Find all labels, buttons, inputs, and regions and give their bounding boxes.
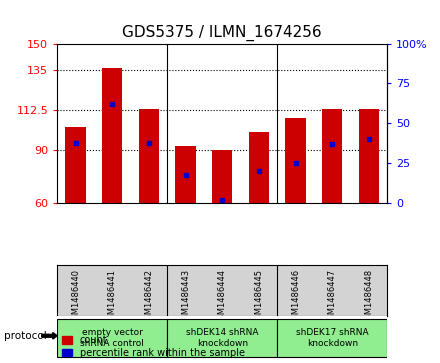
Bar xyxy=(102,68,122,203)
Text: protocol: protocol xyxy=(4,331,47,341)
Bar xyxy=(359,109,379,203)
Text: GSM1486446: GSM1486446 xyxy=(291,269,300,325)
Bar xyxy=(167,319,277,357)
Text: GSM1486443: GSM1486443 xyxy=(181,269,190,325)
Text: GSM1486444: GSM1486444 xyxy=(218,269,227,325)
Text: shDEK14 shRNA
knockdown: shDEK14 shRNA knockdown xyxy=(186,327,258,348)
Text: GSM1486448: GSM1486448 xyxy=(364,269,374,325)
Title: GDS5375 / ILMN_1674256: GDS5375 / ILMN_1674256 xyxy=(122,25,322,41)
Bar xyxy=(277,319,387,357)
Legend: count, percentile rank within the sample: count, percentile rank within the sample xyxy=(62,335,245,358)
Bar xyxy=(57,319,167,357)
Bar xyxy=(212,150,232,203)
Bar xyxy=(139,109,159,203)
Text: empty vector
shRNA control: empty vector shRNA control xyxy=(80,327,144,348)
Text: GSM1486440: GSM1486440 xyxy=(71,269,80,325)
Text: shDEK17 shRNA
knockdown: shDEK17 shRNA knockdown xyxy=(296,327,369,348)
Bar xyxy=(286,118,306,203)
Bar xyxy=(66,127,86,203)
Text: GSM1486442: GSM1486442 xyxy=(144,269,154,325)
Text: GSM1486445: GSM1486445 xyxy=(254,269,264,325)
Bar xyxy=(249,132,269,203)
Bar xyxy=(322,109,342,203)
Text: GSM1486441: GSM1486441 xyxy=(108,269,117,325)
Text: GSM1486447: GSM1486447 xyxy=(328,269,337,325)
Bar xyxy=(176,147,196,203)
